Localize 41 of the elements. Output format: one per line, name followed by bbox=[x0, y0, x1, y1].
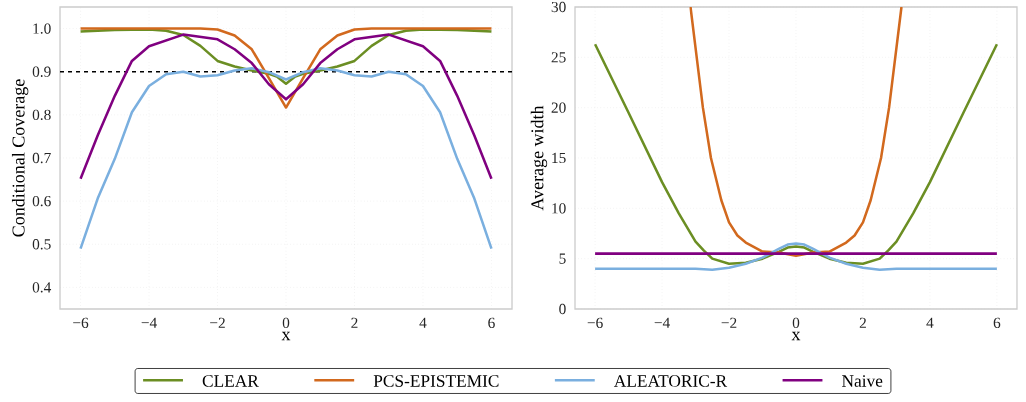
y-tick-label: 1.0 bbox=[33, 23, 51, 34]
line-series bbox=[79, 33, 493, 180]
x-axis-title: x bbox=[281, 331, 291, 341]
x-tick-label: 4 bbox=[926, 317, 934, 328]
y-axis-title: Average width bbox=[530, 105, 548, 211]
line-series bbox=[689, 6, 903, 257]
y-tick-label: 25 bbox=[551, 52, 566, 63]
x-axis-title: x bbox=[791, 331, 801, 341]
y-tick-label: 0 bbox=[559, 303, 566, 315]
legend-label: Naive bbox=[842, 375, 883, 387]
y-tick-label: 30 bbox=[551, 1, 566, 13]
x-tick-label: 2 bbox=[351, 317, 358, 328]
y-axis-title: Conditional Coverage bbox=[11, 79, 29, 237]
x-tick-label: −6 bbox=[73, 317, 89, 328]
y-tick-label: 0.7 bbox=[32, 152, 51, 164]
x-tick-label: 0 bbox=[282, 317, 290, 329]
x-tick-label: 6 bbox=[993, 317, 1001, 328]
line-series bbox=[79, 27, 493, 109]
line-series bbox=[593, 242, 999, 271]
x-tick-label: 6 bbox=[488, 317, 495, 328]
y-tick-label: 5 bbox=[559, 253, 566, 264]
y-tick-label: 15 bbox=[552, 152, 566, 164]
x-tick-label: −4 bbox=[141, 317, 157, 328]
x-tick-label: −4 bbox=[654, 317, 670, 328]
y-tick-label: 20 bbox=[551, 102, 566, 113]
legend-label: ALEATORIC-R bbox=[613, 375, 728, 387]
x-tick-label: 4 bbox=[419, 317, 427, 328]
x-tick-label: 0 bbox=[792, 317, 800, 329]
y-tick-label: 0.9 bbox=[32, 66, 51, 77]
y-tick-label: 10 bbox=[552, 203, 566, 214]
x-tick-label: −2 bbox=[210, 317, 225, 328]
y-tick-label: 0.6 bbox=[32, 195, 51, 207]
y-tick-label: 0.8 bbox=[32, 109, 51, 121]
legend-label: PCS-EPISTEMIC bbox=[373, 375, 499, 387]
line-series bbox=[79, 66, 493, 250]
x-tick-label: −2 bbox=[721, 317, 737, 328]
y-tick-label: 0.4 bbox=[32, 282, 52, 293]
legend-label: CLEAR bbox=[202, 375, 259, 387]
x-tick-label: −6 bbox=[587, 317, 603, 328]
y-tick-label: 0.5 bbox=[32, 239, 51, 250]
x-tick-label: 2 bbox=[859, 317, 866, 328]
